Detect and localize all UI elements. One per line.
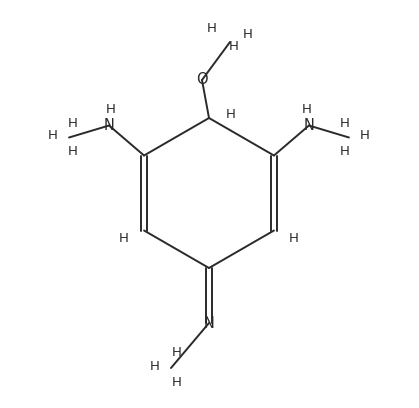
Text: H: H xyxy=(68,145,78,158)
Text: N: N xyxy=(303,118,314,133)
Text: H: H xyxy=(289,232,299,245)
Text: N: N xyxy=(103,118,114,133)
Text: H: H xyxy=(243,27,253,40)
Text: H: H xyxy=(48,129,58,142)
Text: H: H xyxy=(106,103,116,116)
Text: H: H xyxy=(119,232,129,245)
Text: H: H xyxy=(360,129,370,142)
Text: H: H xyxy=(340,145,350,158)
Text: H: H xyxy=(340,117,350,130)
Text: H: H xyxy=(172,346,182,359)
Text: H: H xyxy=(226,107,236,120)
Text: H: H xyxy=(302,103,312,116)
Text: N: N xyxy=(204,315,215,330)
Text: O: O xyxy=(196,73,208,87)
Text: H: H xyxy=(68,117,78,130)
Text: H: H xyxy=(172,377,182,390)
Text: H: H xyxy=(229,40,239,53)
Text: H: H xyxy=(150,359,160,373)
Text: H: H xyxy=(207,22,217,35)
